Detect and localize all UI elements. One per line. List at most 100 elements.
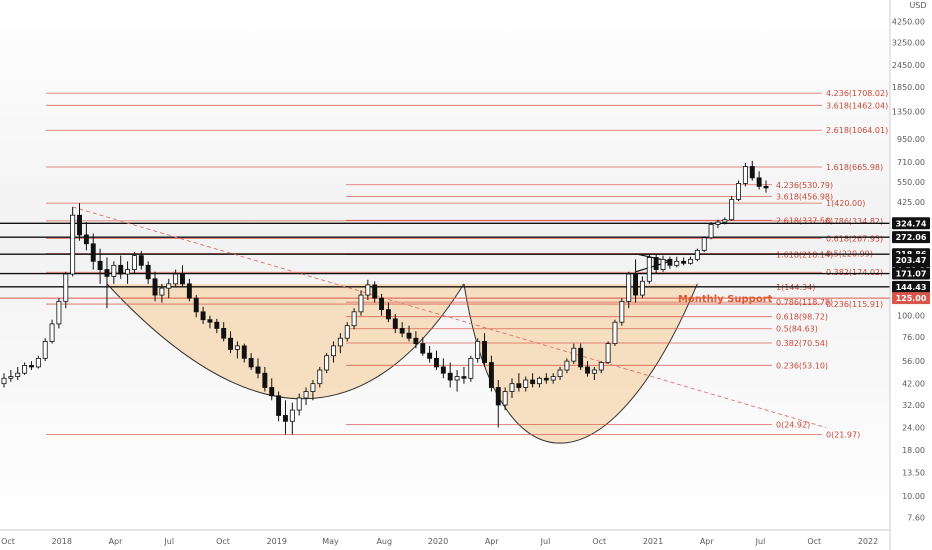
fib-level-label: 0.5(84.63): [776, 325, 818, 334]
price-tag-label: 171.07: [896, 270, 927, 279]
candle-body: [543, 377, 549, 381]
candle-body: [193, 297, 199, 313]
candle-body: [255, 366, 261, 374]
candle-body: [28, 365, 34, 368]
candle-body: [585, 366, 590, 374]
x-tick-label: Aug: [376, 537, 392, 546]
y-tick-label: 3250.00: [892, 39, 925, 48]
candle-body: [379, 297, 385, 311]
candle-body: [591, 369, 597, 374]
fib-level-label: 1.618(218.14): [776, 250, 833, 259]
y-tick-label: 4250.00: [892, 18, 925, 27]
candle-body: [97, 260, 103, 270]
candle-body: [145, 264, 151, 280]
candle-body: [447, 372, 453, 381]
price-tag-box: [892, 231, 930, 244]
candle-body: [63, 273, 69, 302]
price-tag-label: 144.43: [896, 283, 927, 292]
candle-body: [530, 379, 536, 385]
candle-body: [406, 332, 412, 339]
candle-body: [461, 376, 467, 379]
candle-body: [70, 214, 76, 275]
price-tag-box: [892, 292, 930, 305]
y-tick-label: 24.00: [902, 424, 925, 433]
candle-body: [420, 343, 426, 354]
x-tick-label: 2021: [643, 537, 663, 546]
x-tick-label: Oct: [592, 537, 606, 546]
fib-level-label: 3.618(1462.04): [826, 101, 888, 110]
x-tick-label: 2018: [52, 537, 72, 546]
x-tick-label: 2019: [267, 537, 287, 546]
fib-level-label: 0.236(53.10): [776, 361, 828, 370]
candle-body: [262, 372, 268, 388]
candle-body: [358, 294, 364, 313]
price-tag-label: 272.06: [896, 233, 927, 242]
fib-level-label: 0(24.92): [776, 421, 810, 430]
x-tick-label: Apr: [700, 537, 715, 546]
candle-body: [234, 345, 240, 350]
y-unit-label: USD: [909, 1, 926, 10]
candle-body: [228, 337, 233, 350]
candle-body: [742, 166, 748, 184]
candle-body: [715, 221, 721, 225]
x-tick-label: Oct: [216, 537, 230, 546]
candle-body: [605, 343, 611, 363]
fibonacci-levels: 4.236(1708.02) 3.618(1462.04) 2.618(1064.0…: [46, 89, 888, 439]
y-tick-label: 7.60: [907, 514, 925, 523]
time-axis-panel: [0, 530, 890, 550]
candle-body: [475, 341, 481, 359]
y-tick-label: 76.00: [902, 333, 925, 342]
candle-body: [509, 383, 515, 392]
y-tick-label: 56.00: [902, 357, 925, 366]
candle-body: [482, 341, 487, 363]
y-tick-label: 1350.00: [892, 108, 925, 117]
trend-lines: [72, 206, 827, 428]
candle-body: [708, 224, 714, 239]
candle-body: [454, 376, 460, 381]
candle-body: [166, 283, 172, 289]
price-tag-box: [892, 217, 930, 230]
fib-level-label: 4.236(530.79): [776, 181, 833, 190]
candle-body: [248, 357, 254, 368]
y-tick-label: 710.00: [897, 158, 925, 167]
annotations: Monthly Support: [678, 294, 773, 305]
candle-body: [392, 318, 398, 329]
x-tick-label: Oct: [1, 537, 15, 546]
candle-body: [365, 284, 371, 296]
candlesticks: [1, 160, 769, 435]
candle-body: [557, 369, 563, 377]
fib-level-label: 0.382(174.02): [826, 268, 883, 277]
candle-body: [639, 280, 645, 296]
candle-body: [688, 258, 693, 264]
fib-level-label: 1.618(665.98): [826, 163, 883, 172]
candle-body: [214, 321, 220, 329]
candle-body: [324, 355, 330, 371]
candle-body: [104, 269, 110, 277]
candle-body: [138, 255, 144, 266]
fib-level-label: 0.382(70.54): [776, 339, 828, 348]
candle-body: [42, 341, 48, 359]
y-tick-label: 950.00: [897, 135, 925, 144]
fib-level-label: 0.236(115.91): [826, 300, 883, 309]
candle-body: [241, 345, 247, 359]
fib-level-label: 0.786(118.78): [776, 298, 833, 307]
candle-body: [152, 278, 158, 296]
candle-body: [502, 391, 508, 406]
y-tick-label: 550.00: [897, 178, 925, 187]
candle-body: [118, 264, 124, 275]
price-tag-label: 324.74: [896, 219, 927, 228]
x-tick-label: Oct: [807, 537, 821, 546]
candle-body: [564, 360, 570, 371]
y-tick-label: 32.00: [902, 401, 925, 410]
candle-body: [681, 260, 687, 264]
candle-body: [289, 409, 295, 422]
candle-body: [578, 347, 584, 368]
fib-level-label: 3.618(456.98): [776, 193, 833, 202]
y-tick-label: 425.00: [897, 198, 925, 207]
candle-body: [537, 377, 542, 385]
candle-body: [22, 365, 28, 374]
fib-level-label: 2.618(337.56): [776, 216, 833, 225]
candle-body: [653, 257, 659, 270]
